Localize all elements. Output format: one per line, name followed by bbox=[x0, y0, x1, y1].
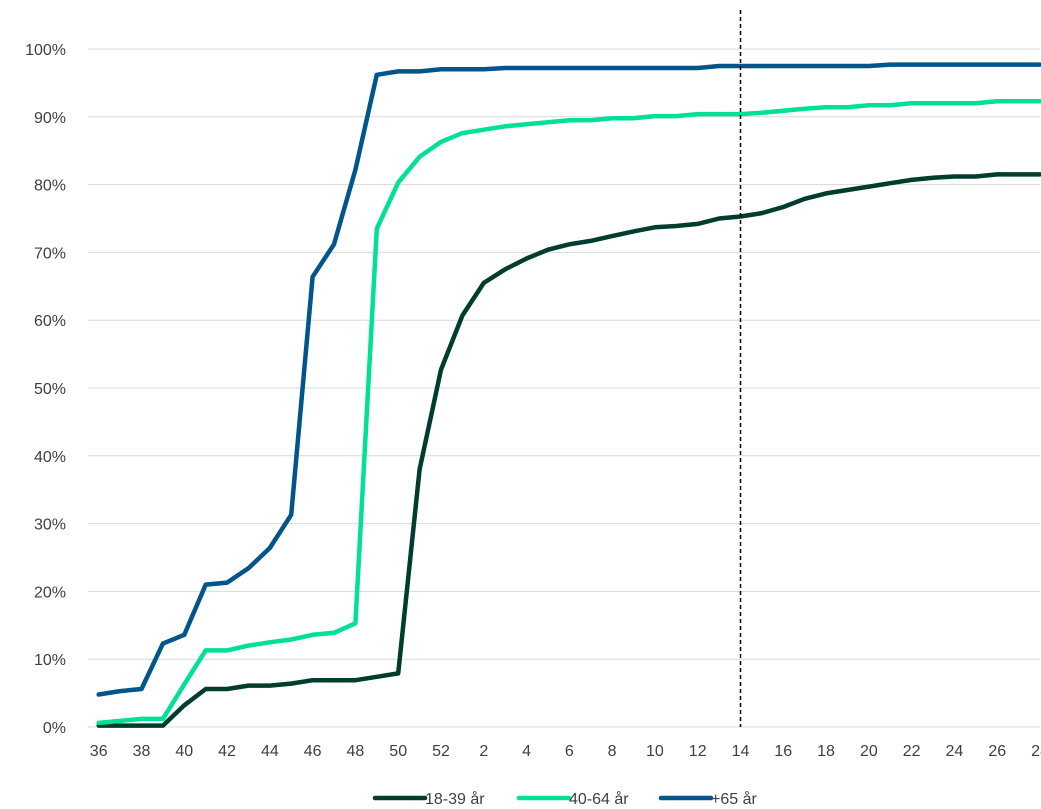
x-tick-label: 26 bbox=[988, 743, 1006, 760]
gridlines bbox=[88, 48, 1040, 660]
x-axis-tick-labels: 36 38 40 42 44 46 48 50 52 2 4 6 8 10 12 14 16 18 20 22 24 26… bbox=[90, 743, 1041, 760]
x-tick-label: 18 bbox=[817, 743, 835, 760]
x-tick-label: 28 bbox=[1031, 743, 1041, 760]
x-tick-label: 22 bbox=[903, 743, 921, 760]
x-tick-label: 24 bbox=[946, 743, 964, 760]
x-tick-label: 46 bbox=[304, 743, 322, 760]
y-tick-label: 70% bbox=[34, 245, 66, 262]
legend-label: +65 år bbox=[711, 790, 757, 808]
legend: 18-39 år 40-64 år +65 år bbox=[372, 790, 757, 808]
y-tick-label: 10% bbox=[34, 652, 66, 669]
y-tick-label: 80% bbox=[34, 178, 66, 195]
x-tick-label: 52 bbox=[432, 743, 450, 760]
y-tick-label: 100% bbox=[25, 42, 66, 59]
x-tick-label: 44 bbox=[261, 743, 279, 760]
x-tick-label: 10 bbox=[646, 743, 664, 760]
y-tick-label: 90% bbox=[34, 110, 66, 127]
series-line bbox=[96, 172, 1041, 728]
x-tick-label: 6 bbox=[565, 743, 574, 760]
series-lines bbox=[96, 62, 1041, 728]
y-tick-label: 60% bbox=[34, 313, 66, 330]
x-tick-label: 4 bbox=[522, 743, 531, 760]
x-tick-label: 8 bbox=[608, 743, 617, 760]
y-axis-tick-labels: 0% 10% 20% 30% 40% 50% 60% 70% 80% 90% 100% bbox=[25, 42, 66, 737]
x-tick-label: 50 bbox=[389, 743, 407, 760]
x-tick-label: 38 bbox=[133, 743, 151, 760]
series-line bbox=[96, 98, 1041, 726]
y-tick-label: 30% bbox=[34, 517, 66, 534]
y-tick-label: 0% bbox=[43, 720, 66, 737]
legend-label: 18-39 år bbox=[425, 790, 485, 808]
y-tick-label: 50% bbox=[34, 381, 66, 398]
x-tick-label: 36 bbox=[90, 743, 108, 760]
x-tick-label: 12 bbox=[689, 743, 707, 760]
x-tick-label: 40 bbox=[175, 743, 193, 760]
x-tick-label: 14 bbox=[732, 743, 750, 760]
legend-label: 40-64 år bbox=[569, 790, 629, 808]
y-tick-label: 20% bbox=[34, 584, 66, 601]
x-tick-label: 42 bbox=[218, 743, 236, 760]
x-tick-label: 16 bbox=[774, 743, 792, 760]
y-tick-label: 40% bbox=[34, 449, 66, 466]
x-tick-label: 48 bbox=[347, 743, 365, 760]
x-tick-label: 2 bbox=[479, 743, 488, 760]
x-tick-label: 20 bbox=[860, 743, 878, 760]
series-line bbox=[96, 62, 1041, 697]
